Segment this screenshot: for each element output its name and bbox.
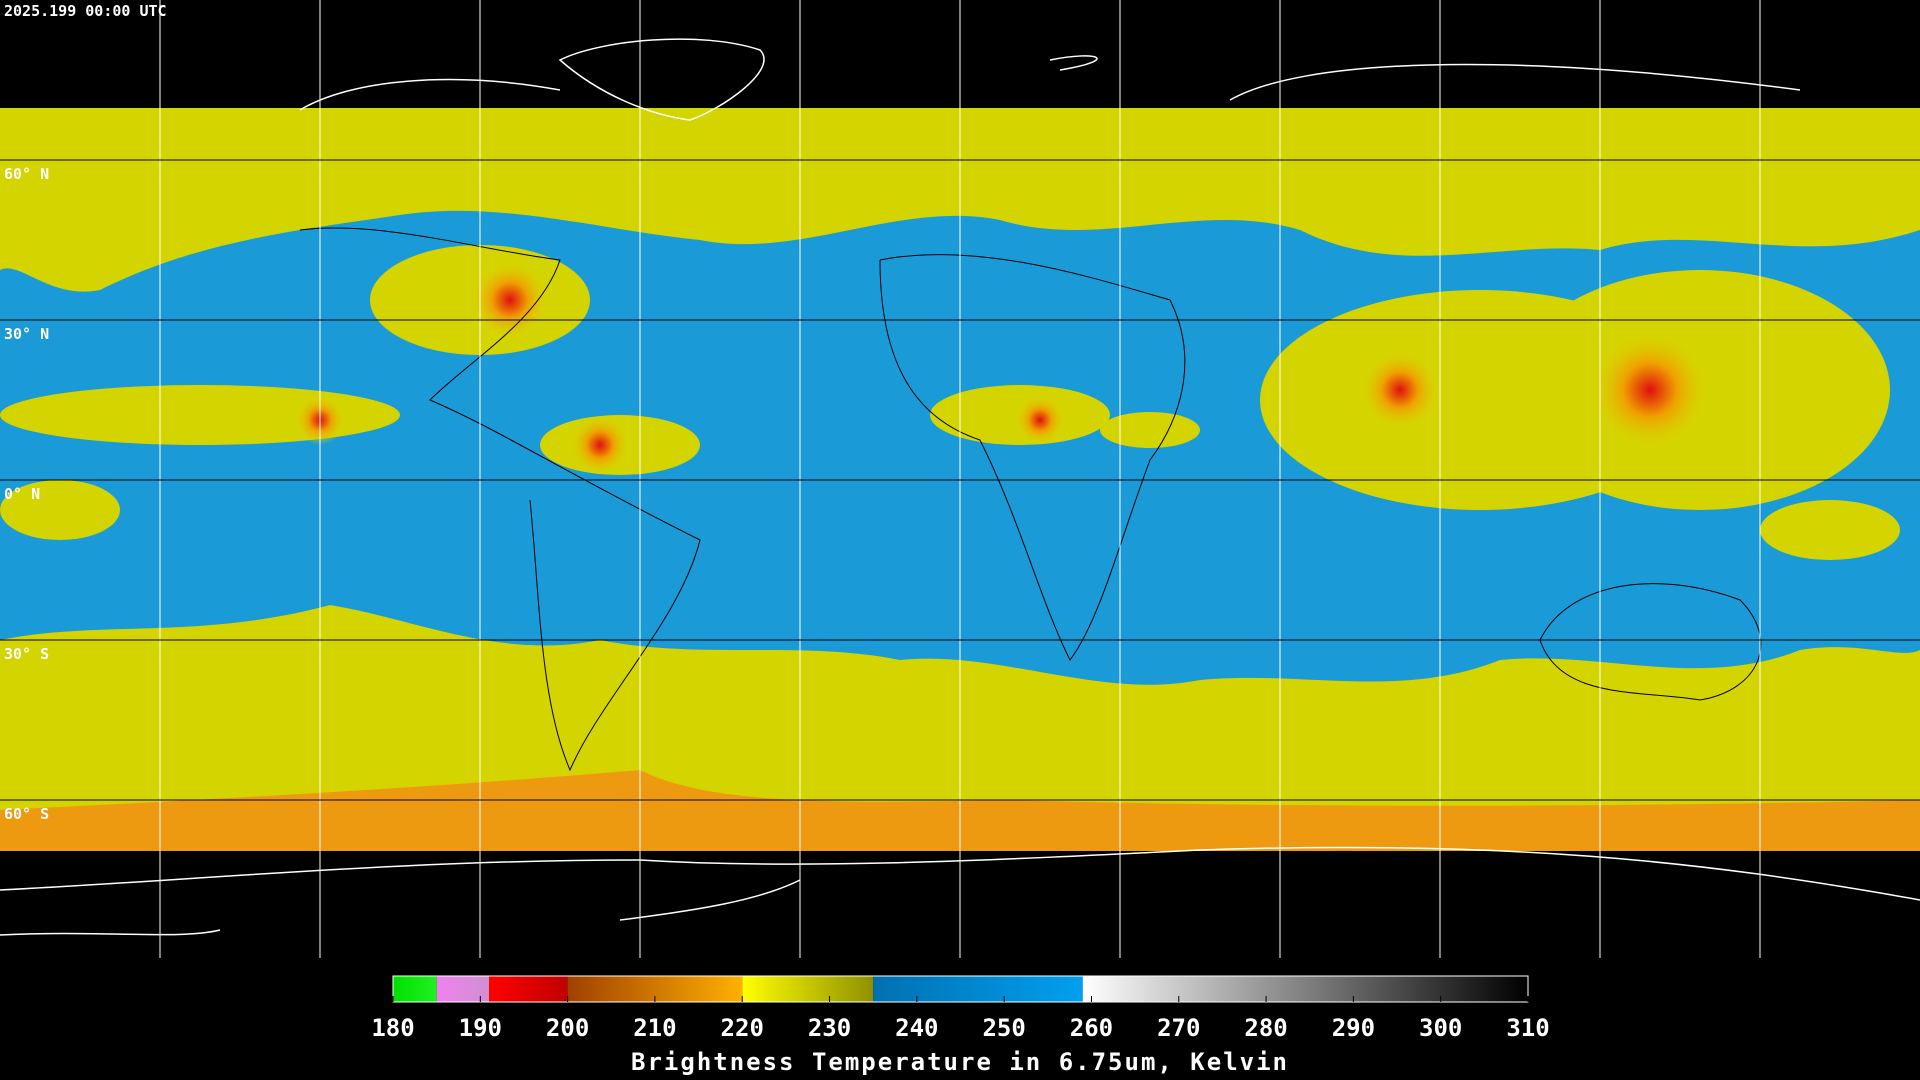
colorbar-segment: [1082, 976, 1528, 1002]
latitude-label: 30° N: [4, 325, 49, 343]
coastlines: [0, 38, 1920, 936]
colorbar-tick-label: 310: [1506, 1014, 1549, 1042]
colorbar: 180 190 200 210 220 230 240 250 260 270 280 290 300 3…: [371, 975, 1550, 1042]
colorbar-tick-label: 190: [459, 1014, 502, 1042]
colorbar-segment: [742, 976, 874, 1002]
colorbar-segment: [393, 976, 437, 1002]
latitude-label: 30° S: [4, 645, 49, 663]
colorbar-tick-label: 230: [808, 1014, 851, 1042]
colorbar-tick-label: 180: [371, 1014, 414, 1042]
colorbar-segment: [873, 976, 1083, 1002]
colorbar-tick-label: 290: [1332, 1014, 1375, 1042]
lat-lon-grid: 60° N 30° N 0° N 30° S 60° S: [0, 0, 1920, 958]
colorbar-tick-label: 270: [1157, 1014, 1200, 1042]
latitude-label: 60° S: [4, 805, 49, 823]
colorbar-tick-label: 200: [546, 1014, 589, 1042]
colorbar-segment: [489, 976, 568, 1002]
latitude-label: 60° N: [4, 165, 49, 183]
colorbar-tick-label: 280: [1244, 1014, 1287, 1042]
land-outlines: [299, 227, 1762, 772]
latitude-label: 0° N: [4, 485, 40, 503]
colorbar-label: Brightness Temperature in 6.75um, Kelvin: [631, 1048, 1289, 1076]
colorbar-tick-label: 210: [633, 1014, 676, 1042]
colorbar-tick-label: 260: [1070, 1014, 1113, 1042]
colorbar-tick-label: 250: [982, 1014, 1025, 1042]
colorbar-tick-label: 240: [895, 1014, 938, 1042]
colorbar-frame: [392, 975, 1529, 1003]
colorbar-tick-label: 300: [1419, 1014, 1462, 1042]
colorbar-tick-label: 220: [721, 1014, 764, 1042]
timestamp: 2025.199 00:00 UTC: [4, 2, 167, 20]
colorbar-segment: [436, 976, 490, 1002]
